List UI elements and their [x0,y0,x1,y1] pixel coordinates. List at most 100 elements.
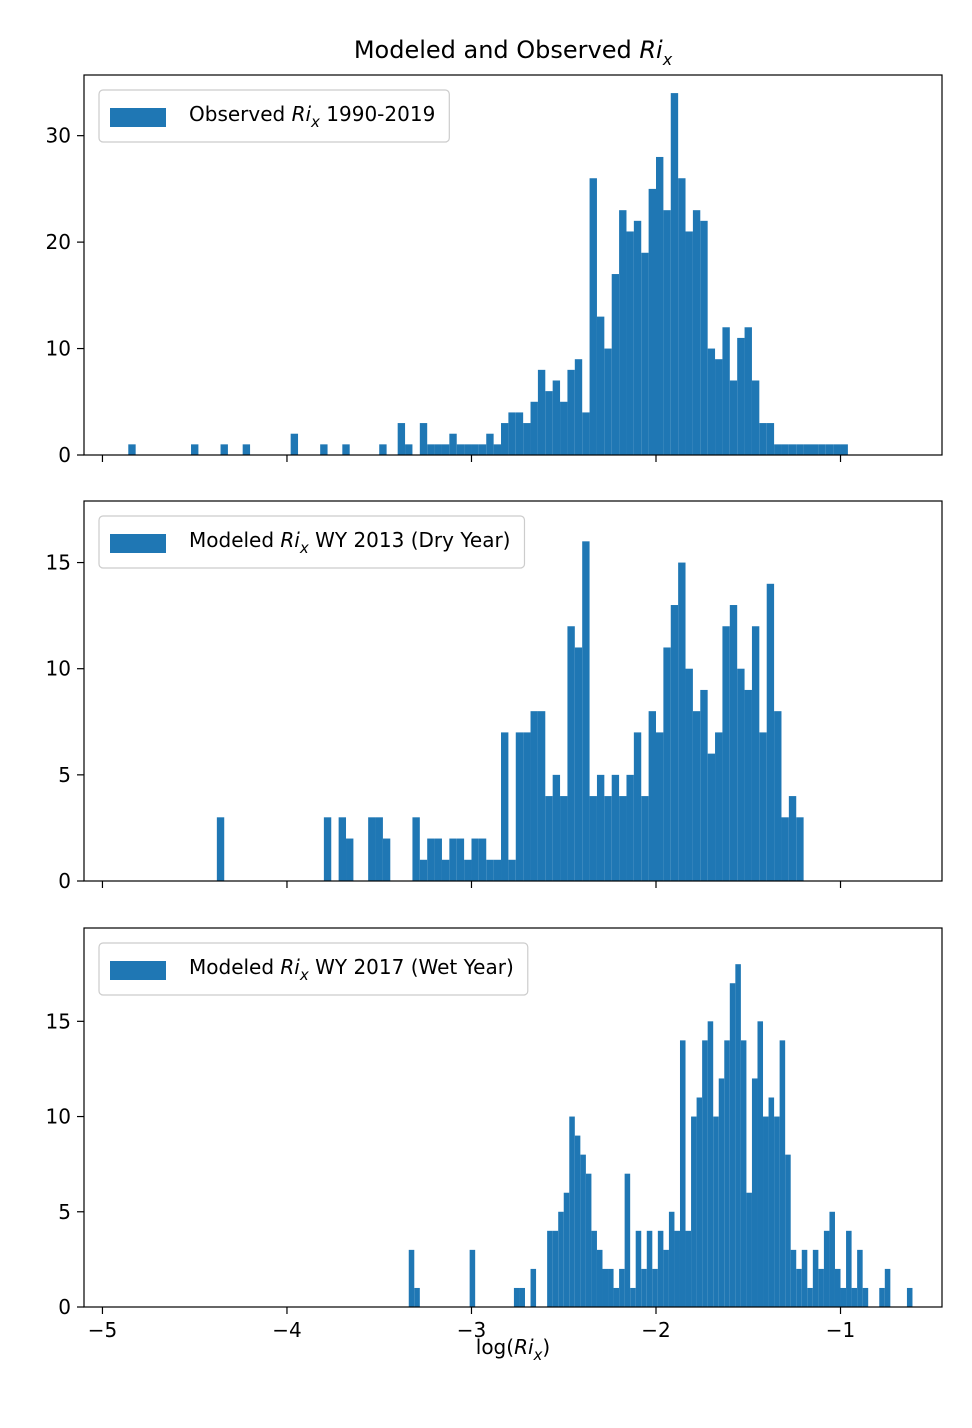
histogram-bar [486,859,494,881]
legend-label: Modeled Rix WY 2013 (Dry Year) [189,528,510,557]
histogram-bar [829,1211,835,1307]
histogram-bar [501,732,509,881]
histogram-bar [574,1135,581,1307]
histogram-bar [696,1097,703,1307]
histogram-bar [796,1268,802,1307]
histogram-bar [729,983,736,1307]
histogram-bar [414,1287,420,1307]
histogram-bar [591,1230,597,1307]
histogram-bar [744,689,752,881]
histogram-bar [320,444,328,455]
histogram-bar [774,1116,780,1307]
histogram-bar [759,423,767,455]
histogram-bar [558,1211,564,1307]
histogram-bar [744,327,752,455]
histogram-bar [589,178,597,455]
plot-modeled-2013: 0 5 10 15 Modeled Rix WY 2013 (Dry Year) [46,500,943,893]
histogram-bar [766,583,775,881]
histogram-bar [519,1287,525,1307]
histogram-bar [757,1021,764,1307]
histogram-bar [641,1268,647,1307]
y-tick-label: 0 [58,1295,71,1319]
x-tick-label: −1 [826,1318,855,1342]
histogram-bar [619,210,627,455]
histogram-bar [796,444,804,455]
y-tick-label: 5 [58,763,71,787]
histogram-bar [685,1230,692,1307]
histogram-bar [547,1230,553,1307]
histogram-bar [692,711,701,881]
histogram-bar [582,412,590,455]
histogram-bar [441,859,450,881]
figure-title: Modeled and Observed Rix [354,36,673,69]
histogram-bar [833,444,841,455]
histogram-bar [818,1268,824,1307]
histogram-bar [449,838,457,881]
histogram-bar [128,444,136,455]
histogram-bar [707,348,716,455]
x-tick-label: −3 [457,1318,486,1342]
histogram-bar [508,859,516,881]
histogram-bar [290,433,299,455]
histogram-bar [619,1268,625,1307]
histogram-bar [596,1249,603,1307]
histogram-bar [678,562,686,881]
histogram-bar [397,423,406,455]
histogram-bar [602,1268,609,1307]
legend: Modeled Rix WY 2013 (Dry Year) [98,515,526,569]
histogram-bar [530,401,538,455]
histogram-bar [715,732,723,881]
histogram-bar [674,1230,680,1307]
histogram-bar [722,626,730,881]
histogram-bar [834,1268,841,1307]
histogram-bar [523,423,531,455]
histogram-bar [685,668,693,881]
histogram-bar [471,444,479,455]
histogram-bar [774,711,782,881]
histogram-bar [679,1040,686,1307]
histogram-bar [379,444,387,455]
histogram-bar [368,817,376,881]
histogram-bar [469,1249,476,1307]
histogram-bar [508,412,516,455]
histogram-bar [715,359,723,455]
histogram-bar [768,1097,775,1307]
histogram-bar [545,391,553,455]
histogram-bar [818,444,826,455]
histogram-bar [552,774,561,881]
legend: Modeled Rix WY 2017 (Wet Year) [98,942,529,996]
histogram-bar [702,1040,708,1307]
histogram-bar [788,796,797,881]
legend-frame [98,942,529,996]
histogram-bar [567,626,575,881]
histogram-bar [796,817,804,881]
histogram-bar [242,444,251,455]
histogram-bar [574,359,583,455]
histogram-bar [478,444,487,455]
histogram-bar [191,444,199,455]
histogram-bar [641,252,649,455]
histogram-bar [774,444,782,455]
histogram-bar [427,838,435,881]
histogram-bar [751,380,760,455]
histogram-bar [216,817,225,881]
histogram-bar [656,732,664,881]
y-tick-label: 10 [46,1105,71,1129]
histogram-bar [382,838,391,881]
legend-label: Modeled Rix WY 2017 (Wet Year) [189,955,514,984]
histogram-bar [569,1116,575,1307]
histogram-bar [493,859,502,881]
histogram-bar [700,689,708,881]
histogram-bar [663,1249,669,1307]
histogram-bar [656,156,664,455]
histogram-bar [781,817,789,881]
histogram-bar [825,444,834,455]
histogram-bar [810,444,819,455]
histogram-bar [879,1287,885,1307]
histogram-bar [700,220,708,455]
histogram-bar [515,412,524,455]
histogram-bar [801,1249,808,1307]
histogram-bar [862,1287,869,1307]
histogram-bar [220,444,228,455]
histogram-bar [427,444,435,455]
